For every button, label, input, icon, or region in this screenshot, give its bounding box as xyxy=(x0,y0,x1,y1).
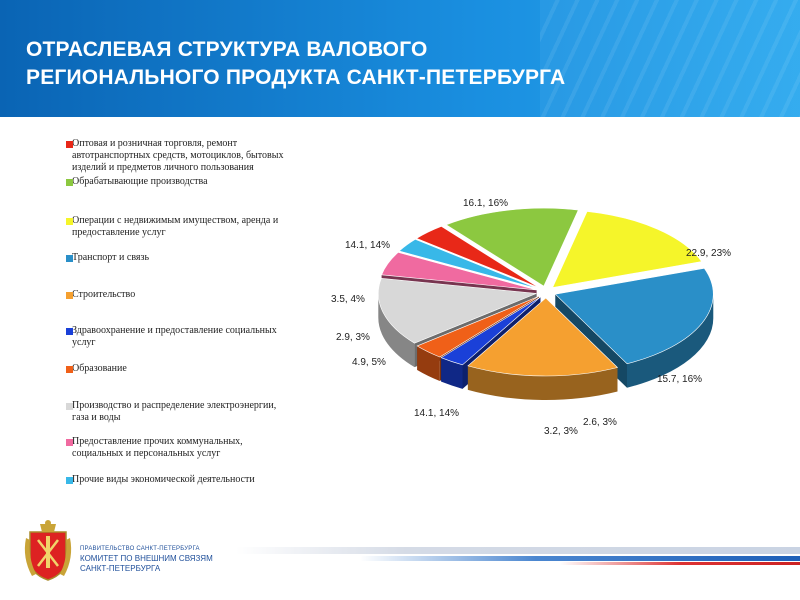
legend-swatch xyxy=(66,328,73,335)
pie-slice-side xyxy=(378,293,415,368)
data-label: 15.7, 16% xyxy=(657,374,703,385)
page-title-line2: РЕГИОНАЛЬНОГО ПРОДУКТА САНКТ-ПЕТЕРБУРГА xyxy=(26,66,566,89)
pie-slice-side xyxy=(627,294,714,388)
pie-slice xyxy=(378,278,537,344)
legend-label: Прочие виды экономической деятельности xyxy=(72,474,255,485)
data-label: 3.5, 4% xyxy=(331,294,365,305)
legend-item: Здравоохранение и предоставление социаль… xyxy=(66,325,291,349)
legend-swatch xyxy=(66,141,73,148)
org-line1: ПРАВИТЕЛЬСТВО САНКТ-ПЕТЕРБУРГА xyxy=(80,546,200,552)
legend-item: Образование xyxy=(66,363,291,375)
legend-label: Предоставление прочих коммунальных, соци… xyxy=(72,436,243,459)
page-title-line1: ОТРАСЛЕВАЯ СТРУКТУРА ВАЛОВОГО xyxy=(26,38,428,61)
legend-item: Прочие виды экономической деятельности xyxy=(66,474,291,486)
pie-slice-side xyxy=(441,357,463,389)
data-label: 2.9, 3% xyxy=(336,332,370,343)
pie-slice xyxy=(445,207,579,287)
legend-swatch xyxy=(66,403,73,410)
footer-stripe xyxy=(560,562,800,565)
pie-slice xyxy=(398,238,538,289)
org-line2: КОМИТЕТ ПО ВНЕШНИМ СВЯЗЯМ xyxy=(80,554,213,563)
pie-slice xyxy=(554,267,714,365)
legend-swatch xyxy=(66,179,73,186)
organization-name: ПРАВИТЕЛЬСТВО САНКТ-ПЕТЕРБУРГА КОМИТЕТ П… xyxy=(80,544,213,574)
legend-item: Оптовая и розничная торговля, ремонт авт… xyxy=(66,138,291,174)
legend-item: Производство и распределение электроэнер… xyxy=(66,400,291,424)
data-label: 14.1, 14% xyxy=(345,240,391,251)
pie-slice xyxy=(381,252,537,291)
data-label: 16.1, 16% xyxy=(463,198,509,209)
legend-label: Образование xyxy=(72,363,127,374)
coat-of-arms-icon xyxy=(24,520,72,581)
pie-tops xyxy=(378,207,714,377)
data-label: 4.9, 5% xyxy=(352,357,386,368)
legend-label: Операции с недвижимым имуществом, аренда… xyxy=(72,215,279,238)
legend-item: Предоставление прочих коммунальных, соци… xyxy=(66,436,291,460)
pie-slice xyxy=(552,211,703,288)
data-label: 22.9, 23% xyxy=(686,248,732,259)
legend-swatch xyxy=(66,366,73,373)
legend-item: Обрабатывающие производства xyxy=(66,176,291,188)
legend-item: Строительство xyxy=(66,289,291,301)
header-banner: ОТРАСЛЕВАЯ СТРУКТУРА ВАЛОВОГО РЕГИОНАЛЬН… xyxy=(0,0,800,117)
legend-swatch xyxy=(66,292,73,299)
data-label: 2.6, 3% xyxy=(583,417,617,428)
legend-label: Производство и распределение электроэнер… xyxy=(72,400,277,423)
legend-label: Здравоохранение и предоставление социаль… xyxy=(72,325,277,348)
legend-label: Транспорт и связь xyxy=(72,252,150,263)
pie-slice xyxy=(467,297,619,377)
legend-label: Оптовая и розничная торговля, ремонт авт… xyxy=(72,138,284,173)
legend-swatch xyxy=(66,255,73,262)
legend-label: Обрабатывающие производства xyxy=(72,176,208,187)
legend-swatch xyxy=(66,439,73,446)
header-decoration xyxy=(540,0,800,117)
footer-stripe xyxy=(360,556,800,561)
legend-item: Операции с недвижимым имуществом, аренда… xyxy=(66,215,291,239)
footer-stripe xyxy=(236,547,800,554)
legend-swatch xyxy=(66,477,73,484)
pie-chart xyxy=(378,207,714,400)
legend-item: Транспорт и связь xyxy=(66,252,291,264)
pie-slice xyxy=(415,226,540,288)
legend-swatch xyxy=(66,218,73,225)
data-label: 14.1, 14% xyxy=(414,408,460,419)
data-label: 3.2, 3% xyxy=(544,426,578,437)
pie-slice xyxy=(416,295,540,358)
org-line3: САНКТ-ПЕТЕРБУРГА xyxy=(80,564,161,573)
pie-slice xyxy=(440,296,541,366)
legend-label: Строительство xyxy=(72,289,136,300)
page-title: ОТРАСЛЕВАЯ СТРУКТУРА ВАЛОВОГО РЕГИОНАЛЬН… xyxy=(26,36,726,92)
